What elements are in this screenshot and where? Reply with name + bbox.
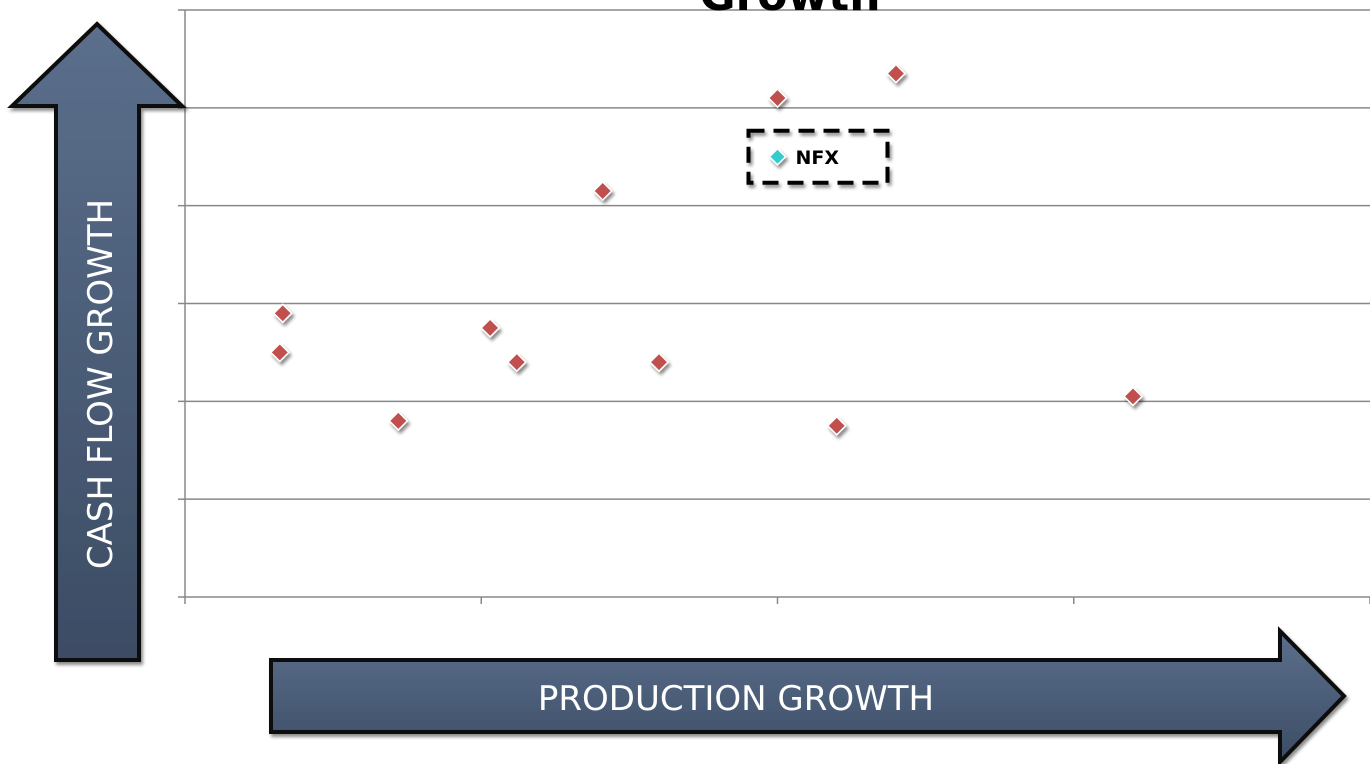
nfx-highlight: NFX (746, 128, 890, 185)
y-axis-label: CASH FLOW GROWTH (81, 199, 121, 569)
nfx-label: NFX (796, 147, 840, 169)
x-axis-label: PRODUCTION GROWTH (538, 679, 934, 719)
data-point (1122, 386, 1144, 407)
data-point (269, 342, 290, 363)
data-points (269, 63, 1144, 436)
data-point (767, 87, 788, 109)
nfx-data-point (768, 147, 787, 166)
data-point (885, 63, 907, 84)
x-arrow (269, 626, 1347, 764)
x-arrow-shape (269, 626, 1347, 764)
y-arrow-shape (7, 21, 187, 662)
data-point (506, 352, 527, 373)
chart-title: Growth (699, 0, 880, 21)
data-point (648, 352, 670, 373)
nfx-highlight-box (746, 128, 890, 185)
data-point (272, 303, 293, 324)
data-point (826, 415, 847, 436)
data-point (592, 180, 613, 202)
data-point (388, 410, 409, 431)
data-point (480, 317, 501, 339)
y-arrow (7, 21, 187, 662)
gridlines (185, 9, 1370, 500)
